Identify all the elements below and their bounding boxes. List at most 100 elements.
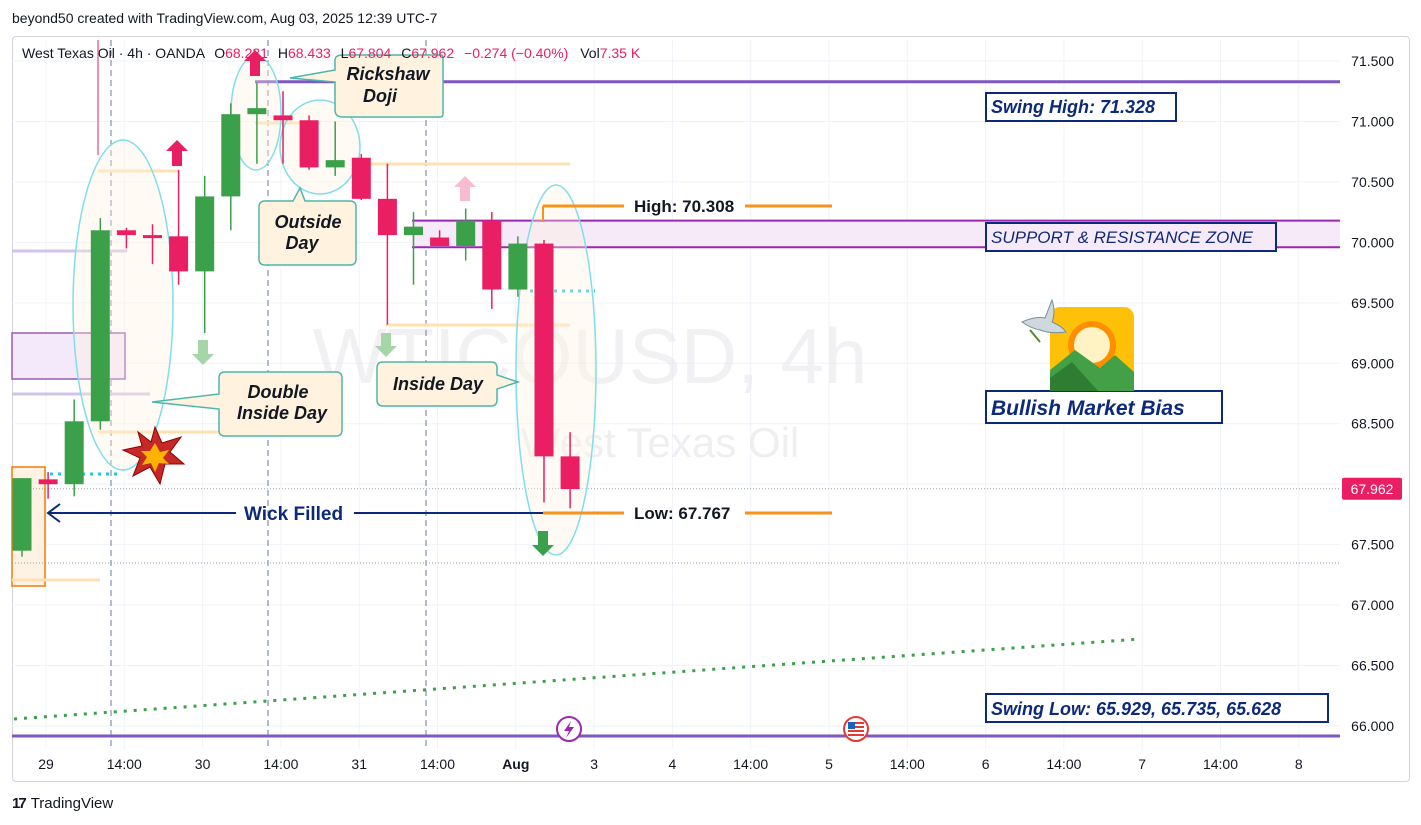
legend-h-value: 68.433 bbox=[288, 45, 331, 61]
candle[interactable] bbox=[64, 399, 84, 497]
candle[interactable] bbox=[90, 218, 110, 430]
chart-frame[interactable] bbox=[12, 36, 1410, 782]
candle-body bbox=[64, 421, 84, 485]
candle[interactable] bbox=[430, 230, 450, 246]
candle[interactable] bbox=[560, 432, 580, 509]
candle-body bbox=[508, 243, 528, 290]
candle[interactable] bbox=[299, 115, 319, 170]
double-inside-ellipse bbox=[72, 139, 174, 471]
up-arrow-icon bbox=[454, 176, 476, 201]
bias-label: Bullish Market Bias bbox=[985, 390, 1223, 424]
down-arrow-icon bbox=[192, 340, 214, 365]
callout-text: Outside bbox=[274, 212, 341, 232]
signal-arrows bbox=[166, 50, 554, 556]
candle[interactable] bbox=[143, 224, 162, 265]
candle[interactable] bbox=[482, 212, 502, 309]
candles bbox=[12, 82, 580, 557]
legend-h-label: H bbox=[278, 45, 288, 61]
price-tick-label: 68.500 bbox=[1351, 416, 1394, 432]
time-tick-label: 6 bbox=[982, 756, 990, 772]
candle-body bbox=[482, 220, 502, 290]
sr-zone-label: SUPPORT & RESISTANCE ZONE bbox=[985, 222, 1277, 252]
candle[interactable] bbox=[508, 236, 528, 297]
candle-body bbox=[404, 226, 423, 236]
legend-vol-label: Vol bbox=[580, 45, 599, 61]
candle-body bbox=[299, 120, 319, 168]
time-tick-label: 30 bbox=[195, 756, 211, 772]
candle[interactable] bbox=[38, 472, 58, 499]
candle[interactable] bbox=[351, 154, 371, 201]
price-tick-label: 69.500 bbox=[1351, 295, 1394, 311]
lightning-event-icon[interactable] bbox=[556, 716, 582, 742]
up-arrow-icon bbox=[244, 50, 266, 76]
price-tick-label: 67.000 bbox=[1351, 597, 1394, 613]
candle[interactable] bbox=[377, 163, 397, 325]
candle-body bbox=[221, 114, 241, 197]
final-ellipse bbox=[515, 184, 597, 556]
legend-c-label: C bbox=[401, 45, 411, 61]
time-tick-label: 4 bbox=[669, 756, 677, 772]
candle-body bbox=[456, 220, 476, 246]
bias-text: Bullish Market Bias bbox=[991, 397, 1185, 420]
callout-rickshaw: Rickshaw Doji bbox=[289, 54, 444, 118]
down-arrow-icon bbox=[375, 333, 397, 357]
legend-o-value: 68.231 bbox=[225, 45, 268, 61]
swing-high-label: Swing High: 71.328 bbox=[985, 92, 1177, 122]
price-tick-label: 66.000 bbox=[1351, 718, 1394, 734]
callout-text: Inside Day bbox=[237, 403, 328, 423]
swing-low-label: Swing Low: 65.929, 65.735, 65.628 bbox=[985, 693, 1329, 723]
time-tick-label: 31 bbox=[351, 756, 367, 772]
candle[interactable] bbox=[247, 82, 267, 164]
legend-c-value: 67.962 bbox=[411, 45, 454, 61]
time-tick-label: 5 bbox=[825, 756, 833, 772]
candle-body bbox=[169, 236, 189, 272]
legend-change: −0.274 (−0.40%) bbox=[464, 45, 568, 61]
candle-body bbox=[325, 160, 345, 168]
legend-o-label: O bbox=[214, 45, 225, 61]
up-arrow-icon bbox=[166, 140, 188, 166]
tradingview-logo[interactable]: 17 TradingView bbox=[12, 795, 113, 812]
svg-text:67.962: 67.962 bbox=[1351, 481, 1394, 497]
candle-body bbox=[90, 230, 110, 422]
candle[interactable] bbox=[195, 175, 215, 334]
time-tick-label: Aug bbox=[502, 756, 529, 772]
candle[interactable] bbox=[116, 227, 136, 249]
time-tick-label: 14:00 bbox=[263, 756, 298, 772]
candle[interactable] bbox=[325, 121, 345, 176]
candle[interactable] bbox=[169, 169, 189, 285]
callout-text: Inside Day bbox=[393, 374, 484, 394]
time-tick-label: 14:00 bbox=[107, 756, 142, 772]
candle[interactable] bbox=[404, 212, 423, 285]
candle-body bbox=[116, 230, 136, 236]
candle[interactable] bbox=[534, 239, 554, 503]
price-tick-label: 69.000 bbox=[1351, 355, 1394, 371]
legend-l-label: L bbox=[341, 45, 349, 61]
us-flag-event-icon[interactable] bbox=[843, 716, 869, 742]
tradingview-logo-text: TradingView bbox=[30, 795, 114, 812]
candle[interactable] bbox=[221, 103, 241, 231]
candle[interactable] bbox=[12, 478, 32, 557]
wick-filled-arrowhead bbox=[46, 503, 61, 523]
candle[interactable] bbox=[273, 91, 293, 164]
callout-text: Day bbox=[285, 233, 319, 253]
candle-body bbox=[534, 243, 554, 457]
candle-body bbox=[38, 479, 58, 485]
down-arrow-icon bbox=[532, 531, 554, 556]
price-tick-label: 66.500 bbox=[1351, 658, 1394, 674]
time-tick-label: 14:00 bbox=[420, 756, 455, 772]
wick-filled-label: Wick Filled bbox=[244, 504, 343, 525]
callout-text: Doji bbox=[363, 86, 398, 106]
sr-zone-text: SUPPORT & RESISTANCE ZONE bbox=[991, 228, 1254, 247]
legend-l-value: 67.804 bbox=[348, 45, 391, 61]
callout-double-inside-day: Double Inside Day bbox=[151, 371, 343, 437]
candle-body bbox=[143, 235, 162, 239]
price-tick-label: 67.500 bbox=[1351, 537, 1394, 553]
dove-icon bbox=[1021, 298, 1067, 343]
last-price-badge: 67.962 bbox=[1342, 477, 1402, 500]
legend-symbol: West Texas Oil · 4h · OANDA bbox=[22, 45, 206, 61]
candle[interactable] bbox=[456, 208, 476, 261]
callout-inside-day: Inside Day bbox=[376, 361, 521, 407]
ohlc-legend: West Texas Oil · 4h · OANDA O68.231 H68.… bbox=[22, 45, 641, 61]
swing-low-text: Swing Low: 65.929, 65.735, 65.628 bbox=[991, 699, 1281, 719]
